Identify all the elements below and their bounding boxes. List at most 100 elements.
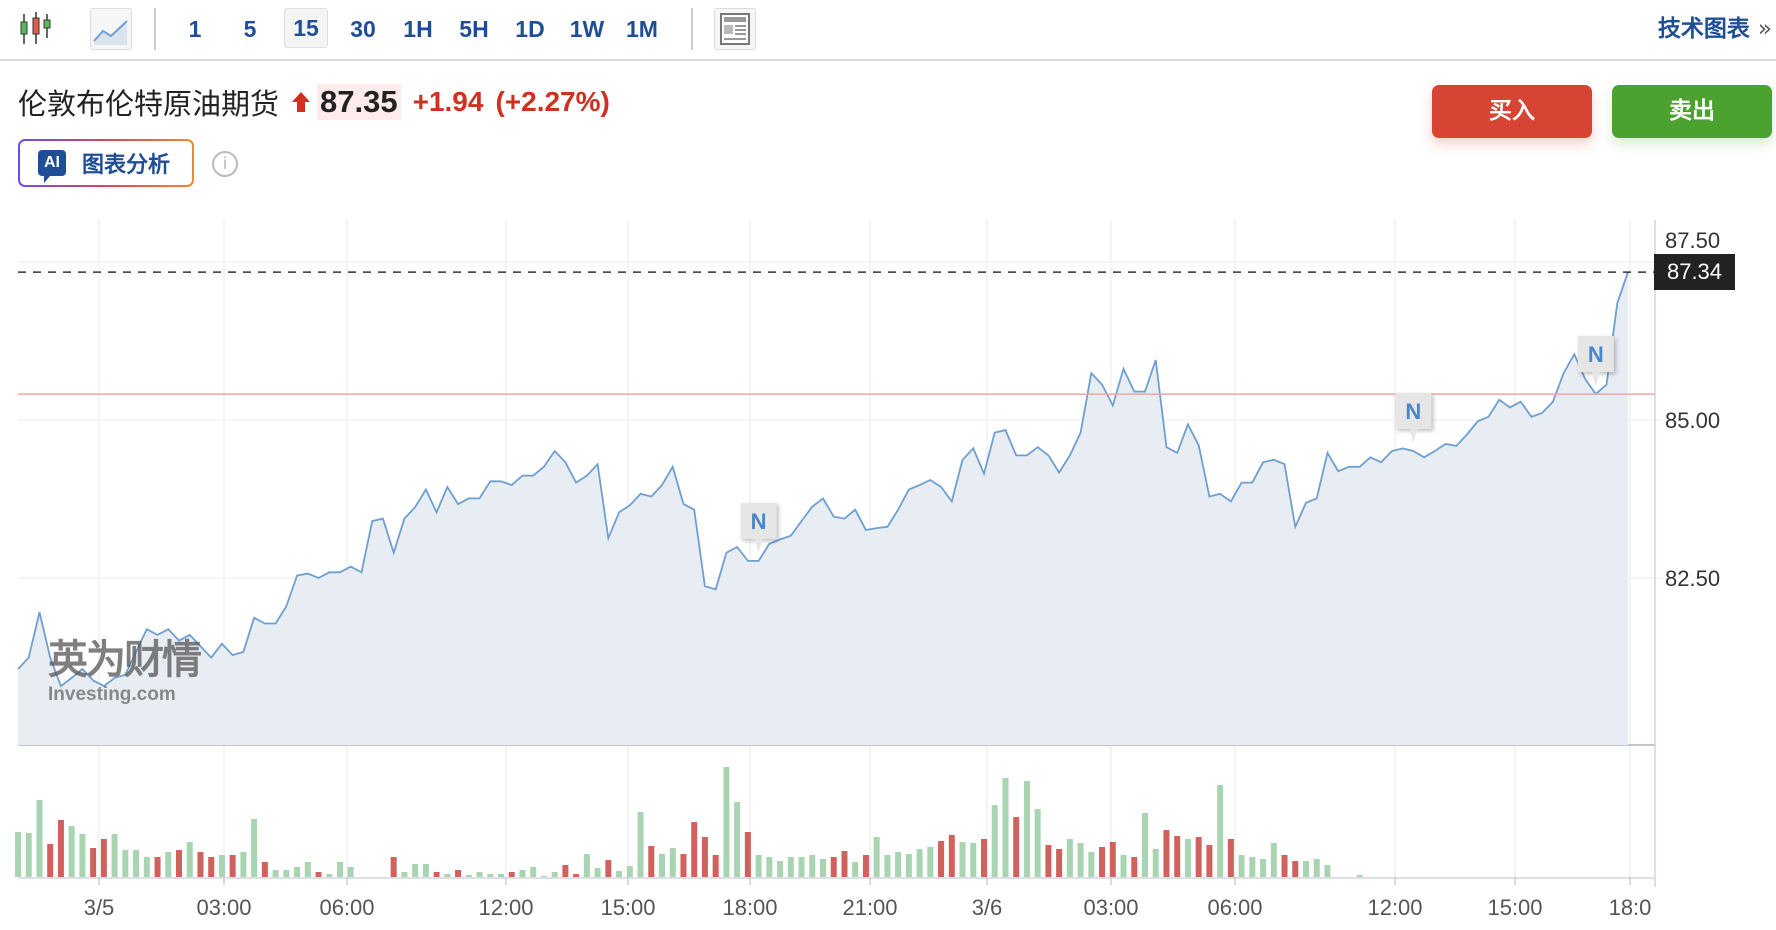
news-marker[interactable]: N bbox=[740, 502, 777, 553]
interval-5h[interactable]: 5H bbox=[459, 16, 489, 42]
volume-bar bbox=[1002, 778, 1009, 877]
volume-bar bbox=[1131, 857, 1138, 877]
volume-bar bbox=[1249, 857, 1256, 877]
volume-bar bbox=[261, 862, 268, 877]
volume-bar bbox=[487, 874, 494, 877]
interval-1[interactable]: 1 bbox=[188, 16, 202, 42]
volume-bar bbox=[755, 855, 762, 877]
volume-bar bbox=[809, 855, 816, 877]
volume-bar bbox=[390, 857, 397, 877]
volume-bar bbox=[111, 834, 118, 877]
volume-bar bbox=[498, 874, 504, 877]
volume-bar bbox=[272, 870, 279, 877]
volume-bar bbox=[605, 860, 612, 877]
interval-1w[interactable]: 1W bbox=[569, 16, 605, 42]
volume-bar bbox=[583, 854, 590, 877]
volume-bar bbox=[1303, 861, 1309, 877]
volume-bar bbox=[530, 867, 537, 877]
volume-bar bbox=[637, 812, 644, 877]
interval-30[interactable]: 30 bbox=[350, 16, 376, 42]
news-marker-box bbox=[740, 502, 777, 539]
news-button[interactable] bbox=[714, 8, 756, 50]
x-tick-label: 06:00 bbox=[319, 895, 374, 920]
volume-bar bbox=[176, 850, 182, 877]
technical-chart-link[interactable]: 技术图表 » bbox=[1658, 12, 1772, 46]
news-marker[interactable]: N bbox=[1577, 336, 1614, 387]
news-marker-box bbox=[1395, 392, 1432, 429]
interval-15[interactable]: 15 bbox=[284, 8, 328, 48]
news-marker-pointer bbox=[754, 538, 763, 553]
info-icon[interactable]: i bbox=[212, 151, 238, 177]
volume-bar bbox=[122, 850, 129, 877]
volume-bar bbox=[79, 834, 86, 877]
last-price: 87.35 bbox=[317, 84, 401, 120]
volume-bar bbox=[659, 854, 665, 877]
volume-bar bbox=[1206, 845, 1213, 877]
sell-button[interactable]: 卖出 bbox=[1612, 85, 1772, 138]
news-marker-box bbox=[1577, 336, 1614, 373]
news-marker[interactable]: N bbox=[1395, 392, 1432, 443]
volume-bar bbox=[1088, 852, 1095, 877]
technical-chart-label: 技术图表 bbox=[1657, 16, 1750, 42]
volume-bar bbox=[1324, 865, 1331, 877]
volume-bar bbox=[1120, 855, 1127, 877]
volume-bar bbox=[1281, 855, 1288, 877]
volume-bar bbox=[186, 842, 193, 877]
ai-chart-analysis-button[interactable]: AI 图表分析 bbox=[18, 139, 194, 187]
volume-bar bbox=[455, 870, 462, 877]
interval-1m[interactable]: 1M bbox=[626, 16, 658, 42]
interval-1h[interactable]: 1H bbox=[403, 16, 433, 42]
volume-bar bbox=[895, 852, 902, 877]
up-arrow-icon bbox=[292, 92, 311, 112]
buy-button[interactable]: 买入 bbox=[1432, 85, 1592, 138]
watermark-cn: 英为财情 bbox=[48, 637, 202, 683]
volume-bar bbox=[57, 820, 64, 877]
volume-bar bbox=[1099, 847, 1106, 877]
news-marker-label: N bbox=[1588, 342, 1604, 367]
x-tick-label: 15:00 bbox=[1487, 895, 1542, 920]
watermark-en: Investing.com bbox=[48, 684, 176, 705]
area-chart-button[interactable] bbox=[90, 8, 132, 50]
volume-bar bbox=[573, 874, 580, 877]
toolbar-divider bbox=[691, 8, 693, 50]
interval-5[interactable]: 5 bbox=[243, 16, 257, 42]
price-change-percent: (+2.27%) bbox=[495, 86, 610, 117]
volume-bar bbox=[948, 835, 955, 877]
volume-bar bbox=[594, 868, 601, 877]
volume-bar bbox=[991, 805, 998, 877]
volume-bar bbox=[326, 874, 333, 877]
price-line bbox=[17, 271, 1629, 688]
volume-bar bbox=[551, 872, 558, 877]
volume-bar bbox=[959, 842, 966, 877]
volume-bar bbox=[680, 854, 687, 877]
volume-bar bbox=[1066, 839, 1073, 877]
price-area-fill bbox=[18, 272, 1628, 745]
volume-bar bbox=[90, 848, 97, 877]
volume-bar bbox=[1077, 843, 1084, 877]
x-tick-label: 06:00 bbox=[1207, 895, 1262, 920]
double-chevron-icon: » bbox=[1757, 16, 1772, 42]
volume-bar bbox=[1270, 843, 1277, 877]
volume-bar bbox=[766, 857, 773, 877]
volume-bar bbox=[1013, 817, 1020, 877]
y-tick-label: 87.50 bbox=[1665, 228, 1720, 253]
volume-bar bbox=[444, 874, 451, 877]
volume-bar bbox=[1023, 781, 1030, 877]
investing-watermark: 英为财情 Investing.com bbox=[48, 636, 202, 706]
volume-bar bbox=[862, 855, 869, 877]
volume-bar bbox=[283, 870, 290, 877]
volume-bar bbox=[777, 861, 784, 877]
volume-bar bbox=[798, 857, 805, 877]
toolbar-divider bbox=[154, 8, 156, 50]
news-marker-pointer bbox=[1409, 428, 1418, 443]
interval-1d[interactable]: 1D bbox=[515, 16, 545, 42]
volume-bar bbox=[508, 872, 515, 877]
volume-bar bbox=[315, 872, 322, 877]
volume-bar bbox=[820, 859, 826, 877]
candlestick-chart-icon[interactable] bbox=[18, 12, 54, 46]
volume-bar bbox=[1174, 836, 1181, 877]
volume-bar bbox=[347, 867, 354, 877]
volume-bar bbox=[294, 867, 301, 877]
x-tick-label: 15:00 bbox=[600, 895, 655, 920]
